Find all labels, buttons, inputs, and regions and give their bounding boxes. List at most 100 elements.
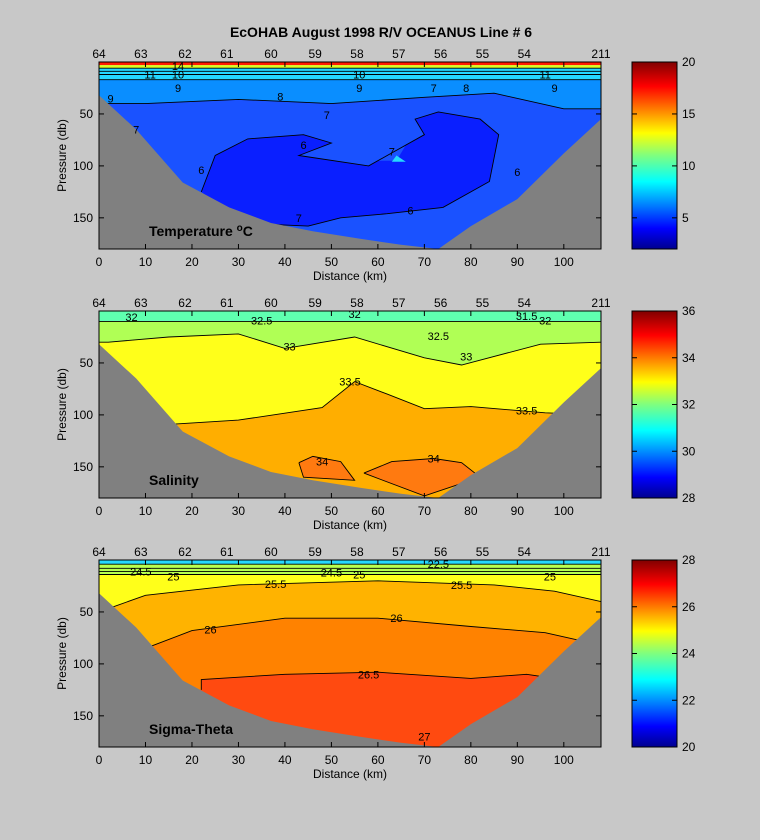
station-label: 64 <box>92 545 106 559</box>
x-tick-label: 90 <box>511 255 525 269</box>
x-tick-label: 40 <box>278 753 292 767</box>
colorbar-tick-label: 20 <box>682 55 696 69</box>
contour-label: 32.5 <box>428 331 449 343</box>
y-tick-label: 150 <box>73 211 93 225</box>
station-label: 57 <box>392 296 406 310</box>
field-region <box>99 79 601 109</box>
contour-label: 26.5 <box>358 669 379 681</box>
contour-label: 11 <box>540 69 551 81</box>
x-tick-label: 70 <box>418 255 432 269</box>
contour-label: 33 <box>460 352 472 364</box>
y-tick-label: 50 <box>80 605 94 619</box>
colorbar-tick-label: 36 <box>682 304 696 318</box>
contour-label: 32 <box>539 315 551 327</box>
contour-label: 25 <box>353 570 365 582</box>
x-axis-label: Distance (km) <box>313 767 387 781</box>
x-tick-label: 100 <box>554 255 574 269</box>
contour-line <box>200 111 500 227</box>
station-label: 55 <box>476 296 490 310</box>
x-tick-label: 40 <box>278 255 292 269</box>
contour-line <box>99 92 601 110</box>
unit: C <box>243 223 253 239</box>
y-tick-label: 100 <box>73 408 93 422</box>
plot-frame <box>98 61 602 250</box>
station-label: 62 <box>178 545 192 559</box>
station-label: 58 <box>350 296 364 310</box>
station-label: 61 <box>220 296 234 310</box>
contour-label: 11 <box>144 69 155 81</box>
contour-label: 27 <box>418 732 430 744</box>
station-label: 211 <box>591 296 610 310</box>
station-label: 60 <box>264 545 278 559</box>
x-tick-label: 0 <box>96 504 103 518</box>
contour-label: 25.5 <box>265 579 286 591</box>
contour-label: 6 <box>198 165 204 177</box>
station-label: 61 <box>220 545 234 559</box>
contour-label: 9 <box>356 83 362 95</box>
contour-label: 32 <box>125 312 137 324</box>
colorbar-tick-label: 28 <box>682 491 696 505</box>
y-tick-label: 100 <box>73 159 93 173</box>
y-tick-label: 150 <box>73 709 93 723</box>
station-label: 63 <box>134 296 148 310</box>
colorbar-tick-label: 26 <box>682 600 696 614</box>
field-region <box>201 111 499 227</box>
x-tick-label: 90 <box>511 753 525 767</box>
contour-label: 22.5 <box>428 559 449 571</box>
x-tick-label: 20 <box>185 504 199 518</box>
contour-label: 6 <box>514 167 520 179</box>
y-axis-label: Pressure (db) <box>55 617 69 690</box>
y-axis-label: Pressure (db) <box>55 368 69 441</box>
field-region <box>99 62 601 66</box>
contour-line <box>99 580 601 613</box>
plot-frame <box>98 559 602 748</box>
x-tick-label: 10 <box>139 753 153 767</box>
colorbar-tick-label: 30 <box>682 444 696 458</box>
colorbar-tick-label: 28 <box>682 553 696 567</box>
contour-label: 26 <box>204 625 216 637</box>
x-tick-label: 30 <box>232 504 246 518</box>
station-label: 211 <box>591 545 610 559</box>
colorbar-tick-label: 15 <box>682 107 696 121</box>
contour-label: 6 <box>300 140 306 152</box>
contour-label: 25.5 <box>451 580 472 592</box>
x-axis-label: Distance (km) <box>313 269 387 283</box>
seafloor <box>99 593 601 747</box>
contour-label: 6 <box>407 206 413 218</box>
x-tick-label: 50 <box>325 753 339 767</box>
contour-line <box>145 617 601 649</box>
x-tick-label: 30 <box>232 255 246 269</box>
colorbar-tick-label: 32 <box>682 398 696 412</box>
colorbar <box>631 310 678 499</box>
seafloor <box>99 95 601 249</box>
contour-label: 25 <box>544 572 556 584</box>
station-label: 55 <box>476 545 490 559</box>
station-label: 54 <box>518 296 532 310</box>
degree-sign: o <box>237 223 243 234</box>
contour-label: 33.5 <box>516 406 537 418</box>
y-tick-label: 100 <box>73 657 93 671</box>
x-tick-label: 0 <box>96 255 103 269</box>
station-label: 62 <box>178 47 192 61</box>
station-label: 60 <box>264 47 278 61</box>
x-tick-label: 50 <box>325 504 339 518</box>
contour-label: 7 <box>324 110 330 122</box>
contour-label: 32 <box>349 309 361 321</box>
field-region <box>99 65 601 69</box>
x-tick-label: 10 <box>139 504 153 518</box>
contour-label: 33.5 <box>339 377 360 389</box>
contour-label: 32.5 <box>251 315 272 327</box>
contour-label: 26 <box>390 613 402 625</box>
station-label: 54 <box>518 47 532 61</box>
seafloor <box>99 344 601 498</box>
station-label: 211 <box>591 47 610 61</box>
station-label: 54 <box>518 545 532 559</box>
x-tick-label: 60 <box>371 504 385 518</box>
x-tick-label: 90 <box>511 504 525 518</box>
colorbar-tick-label: 5 <box>682 211 689 225</box>
